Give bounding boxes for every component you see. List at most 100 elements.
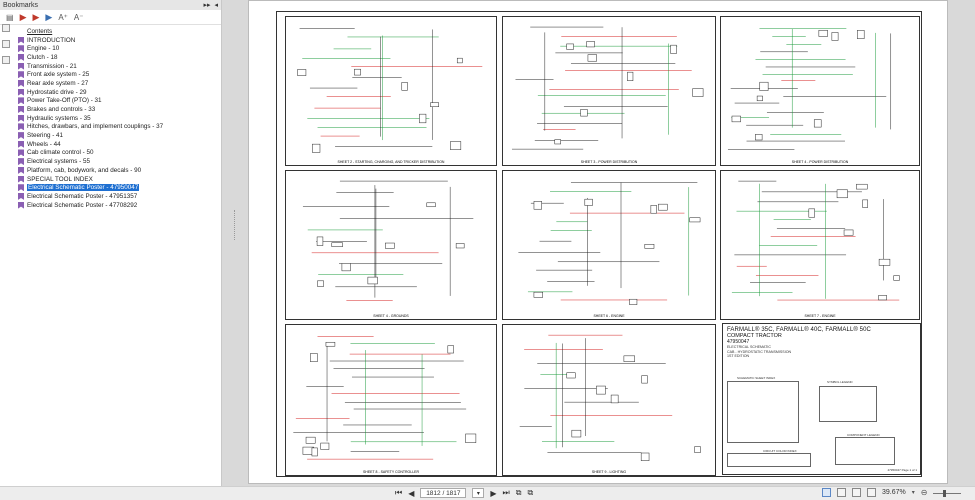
two-page-view-icon[interactable]: [837, 488, 846, 497]
bookmark-delete-icon[interactable]: ▶: [19, 11, 27, 22]
bookmark-item[interactable]: Electrical Schematic Poster - 47708292: [0, 201, 221, 210]
connector: [689, 217, 701, 223]
sheet-label: SHEET 9 - LIGHTING: [591, 470, 627, 474]
connector: [650, 205, 657, 214]
panel-splitter[interactable]: [223, 0, 248, 486]
connector: [367, 276, 378, 285]
font-increase-icon[interactable]: A⁺: [58, 12, 68, 22]
zoom-slider-thumb[interactable]: [943, 489, 947, 497]
next-page-icon[interactable]: ▶: [490, 488, 497, 498]
bookmark-item[interactable]: Platform, cab, bodywork, and decals - 90: [0, 166, 221, 175]
bookmark-item[interactable]: Wheels - 44: [0, 140, 221, 149]
single-page-view-icon[interactable]: [822, 488, 831, 497]
connector: [808, 208, 815, 218]
bookmark-item[interactable]: Hitches, drawbars, and implement couplin…: [0, 123, 221, 132]
connector: [641, 375, 648, 384]
bookmark-item[interactable]: Front axle system - 25: [0, 70, 221, 79]
connector: [862, 199, 868, 208]
bookmark-label: Front axle system - 25: [27, 71, 90, 79]
bookmark-item[interactable]: Transmission - 21: [0, 62, 221, 71]
zoom-dropdown-icon[interactable]: ▾: [911, 490, 915, 496]
zoom-slider-track: [933, 492, 962, 494]
expand-icon[interactable]: ▤: [6, 12, 14, 22]
connector: [692, 88, 704, 97]
connector: [756, 95, 763, 102]
first-page-icon[interactable]: ⏮: [395, 488, 403, 497]
bookmark-item[interactable]: Brakes and controls - 33: [0, 105, 221, 114]
zoom-level[interactable]: 39.67%: [882, 489, 906, 496]
bookmark-properties-icon[interactable]: ▶: [45, 11, 53, 22]
continuous-view-icon[interactable]: [852, 488, 861, 497]
attachment-icon[interactable]: [2, 40, 10, 48]
connector: [831, 32, 839, 41]
schematic-frame: FARMALL® 35C, FARMALL® 40C, FARMALL® 50C…: [276, 11, 922, 477]
symbol-legend-table: [819, 386, 877, 422]
title-block: FARMALL® 35C, FARMALL® 40C, FARMALL® 50C…: [722, 323, 921, 475]
wiring-diagram: [519, 334, 701, 461]
last-page-icon[interactable]: ⏭: [502, 488, 510, 497]
connector: [331, 242, 343, 247]
wiring-diagram: [727, 28, 892, 150]
bookmark-label: Hydraulic systems - 35: [27, 114, 91, 122]
bookmark-icon: [18, 149, 24, 157]
connector: [836, 189, 848, 199]
connector: [430, 102, 439, 107]
schematic-line: ELECTRICAL SCHEMATIC: [727, 345, 771, 349]
prev-page-icon[interactable]: ◀: [408, 488, 415, 498]
bookmark-item[interactable]: Power Take-Off (PTO) - 31: [0, 97, 221, 106]
bookmark-item[interactable]: Hydraulic systems - 35: [0, 114, 221, 123]
sheet-label: SHEET 6 - ENGINE: [593, 314, 625, 318]
page-thumbnail-icon[interactable]: [2, 24, 10, 32]
bookmark-label: SPECIAL TOOL INDEX: [27, 175, 93, 183]
bookmark-item[interactable]: Rear axle system - 27: [0, 79, 221, 88]
splitter-grip[interactable]: [234, 210, 236, 240]
connector: [670, 44, 677, 54]
bookmark-item[interactable]: Electrical Schematic Poster - 47951357: [0, 192, 221, 201]
bookmark-item[interactable]: SPECIAL TOOL INDEX: [0, 175, 221, 184]
collapse-panel-icon[interactable]: ◂: [214, 2, 218, 9]
bookmark-label: Cab climate control - 50: [27, 149, 94, 157]
connector: [533, 201, 542, 210]
sheet-label: SHEET 4 - GROUNDS: [373, 314, 409, 318]
cab-line: CAB - HYDROSTATIC TRANSMISSION: [727, 349, 792, 354]
bookmark-label: Wheels - 44: [27, 140, 61, 148]
bookmark-item[interactable]: Electrical systems - 55: [0, 157, 221, 166]
bookmark-add-icon[interactable]: ▶: [32, 11, 40, 22]
edition-line: 1ST EDITION: [727, 354, 750, 358]
panel-options-icon[interactable]: ▸▸: [203, 2, 211, 9]
connector: [465, 433, 477, 443]
sheet-label: SHEET 3 - POWER DISTRIBUTION: [580, 160, 638, 164]
bookmark-item[interactable]: INTRODUCTION: [0, 36, 221, 45]
sheet-label: SHEET 2 - STARTING, CHARGING, AND TRICKE…: [337, 160, 445, 164]
forward-view-icon[interactable]: ⧉: [527, 488, 534, 497]
sheet-label: SHEET 7 - ENGINE: [804, 314, 836, 318]
bookmark-label: Rear axle system - 27: [27, 79, 89, 87]
connector: [554, 139, 561, 145]
bookmark-icon: [18, 79, 24, 87]
page-number-input[interactable]: 1812 / 1817: [420, 488, 467, 498]
back-view-icon[interactable]: ⧉: [515, 488, 522, 497]
font-decrease-icon[interactable]: A⁻: [73, 12, 84, 22]
bookmark-item[interactable]: Cab climate control - 50: [0, 149, 221, 158]
bookmark-item[interactable]: Engine - 10: [0, 44, 221, 53]
fit-width-icon[interactable]: [867, 488, 876, 497]
bookmark-item[interactable]: Contents: [0, 27, 221, 36]
sheet-index-table: [727, 381, 799, 443]
bookmark-label: Electrical Schematic Poster - 47708292: [27, 201, 138, 209]
bookmark-item[interactable]: Hydrostatic drive - 29: [0, 88, 221, 97]
bookmark-item[interactable]: Clutch - 18: [0, 53, 221, 62]
document-page[interactable]: FARMALL® 35C, FARMALL® 40C, FARMALL® 50C…: [248, 0, 948, 484]
bookmark-item[interactable]: Electrical Schematic Poster - 47950047: [0, 183, 221, 192]
bookmark-item[interactable]: Steering - 41: [0, 131, 221, 140]
layers-icon[interactable]: [2, 56, 10, 64]
bookmarks-title: Bookmarks: [3, 1, 39, 9]
component-legend-table: [835, 437, 895, 465]
connector: [731, 115, 741, 123]
bookmark-label: Contents: [27, 27, 53, 35]
zoom-out-icon[interactable]: ⊖: [920, 488, 928, 497]
zoom-slider[interactable]: [933, 489, 962, 497]
wiring-diagram: [297, 28, 483, 153]
page-dropdown-icon[interactable]: ▾: [472, 488, 485, 498]
connector: [596, 385, 606, 395]
bookmark-icon: [18, 175, 24, 183]
